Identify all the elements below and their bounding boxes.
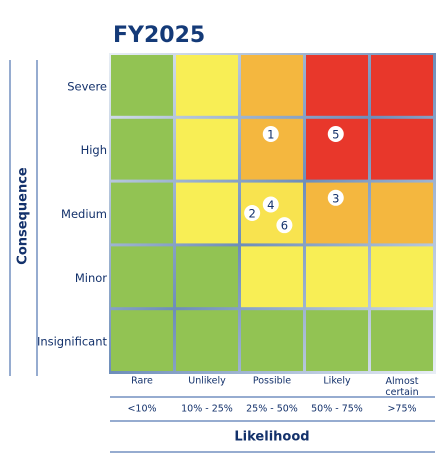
risk-marker <box>262 196 279 213</box>
row-label: High <box>81 143 107 157</box>
cell <box>176 246 238 308</box>
cell <box>176 182 238 244</box>
column-label: Unlikely <box>188 376 226 387</box>
cell <box>111 182 173 244</box>
cell <box>306 55 368 116</box>
cell <box>371 118 433 180</box>
cell <box>176 118 238 180</box>
row-label: Severe <box>67 79 107 93</box>
cell <box>306 310 368 371</box>
risk-marker <box>276 217 293 234</box>
cell <box>371 55 433 116</box>
cell <box>111 310 173 371</box>
cell <box>111 55 173 116</box>
title: FY2025 <box>113 23 205 48</box>
risk-marker <box>262 126 279 142</box>
risk-marker-label: 1 <box>267 128 274 142</box>
risk-marker <box>327 126 344 142</box>
cell <box>371 246 433 308</box>
column-label: Almost certain <box>385 376 418 398</box>
cell <box>306 246 368 308</box>
risk-marker-label: 2 <box>248 207 255 221</box>
row-label: Medium <box>61 207 107 221</box>
cell <box>111 246 173 308</box>
column-range: 50% - 75% <box>311 404 363 415</box>
risk-marker-label: 6 <box>281 219 288 233</box>
y-axis-label: Consequence <box>16 167 31 265</box>
x-axis-label: Likelihood <box>234 430 309 445</box>
row-label: Insignificant <box>37 335 108 349</box>
column-range: 10% - 25% <box>181 404 233 415</box>
risk-marker-label: 3 <box>332 191 339 205</box>
cell <box>371 310 433 371</box>
column-range: <10% <box>127 404 156 415</box>
cell <box>111 118 173 180</box>
row-label: Minor <box>75 271 107 285</box>
cell <box>241 55 303 116</box>
column-label: Rare <box>131 376 153 387</box>
cell <box>241 246 303 308</box>
column-range: >75% <box>387 404 416 415</box>
cell <box>176 310 238 371</box>
risk-marker <box>244 205 261 221</box>
risk-marker-label: 4 <box>267 198 274 212</box>
risk-marker-label: 5 <box>332 128 339 142</box>
column-label: Possible <box>253 376 291 387</box>
cell <box>371 182 433 244</box>
cell <box>241 310 303 371</box>
column-range: 25% - 50% <box>246 404 298 415</box>
column-label: Likely <box>323 376 351 387</box>
risk-marker <box>327 189 344 206</box>
cell <box>176 55 238 116</box>
